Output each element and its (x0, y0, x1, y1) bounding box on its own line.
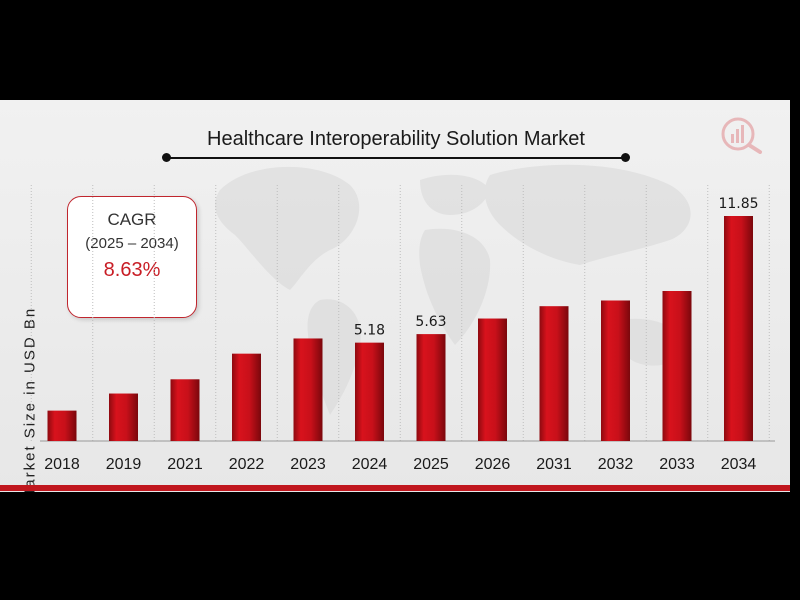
x-tick-labels: 2018 2019 2021 2022 2023 2024 2025 2026 2031 2032… (44, 456, 756, 473)
bar-2025 (416, 334, 446, 441)
data-label-2024: 5.18 (354, 323, 385, 339)
bar-2024 (355, 342, 384, 441)
bar-2019 (109, 393, 138, 441)
bar-2023 (293, 338, 323, 441)
title-line-right-dot (621, 153, 630, 162)
x-tick-2023: 2023 (290, 456, 326, 473)
bar-2033 (662, 291, 692, 441)
cagr-value: 8.63% (103, 259, 161, 281)
x-tick-2033: 2033 (659, 456, 695, 473)
x-tick-2021: 2021 (167, 456, 203, 473)
data-labels: 5.18 5.63 11.85 (354, 196, 759, 339)
bars-group (47, 216, 753, 441)
data-label-2034: 11.85 (718, 196, 758, 212)
cagr-label: CAGR (107, 210, 157, 229)
bar-2021 (170, 379, 200, 441)
bar-2032 (601, 300, 630, 441)
x-tick-2032: 2032 (598, 456, 634, 473)
x-tick-2031: 2031 (536, 456, 572, 473)
cagr-callout: CAGR (2025 – 2034) 8.63% (67, 196, 197, 318)
x-tick-2018: 2018 (44, 456, 80, 473)
bar-2022 (232, 353, 261, 441)
category-gridlines (30, 185, 770, 441)
x-tick-2025: 2025 (413, 456, 449, 473)
mrfr-chart-logo-icon (721, 117, 762, 154)
x-tick-2024: 2024 (352, 456, 388, 473)
bar-2031 (539, 306, 569, 441)
chart-title: Healthcare Interoperability Solution Mar… (207, 128, 585, 150)
x-tick-2022: 2022 (229, 456, 265, 473)
chart-title-block: Healthcare Interoperability Solution Mar… (162, 124, 630, 168)
title-underline (165, 157, 626, 159)
title-line-left-dot (162, 153, 171, 162)
data-label-2025: 5.63 (415, 314, 446, 330)
bottom-accent-bar (0, 485, 790, 491)
cagr-period: (2025 – 2034) (85, 235, 179, 252)
bar-2034 (724, 216, 753, 441)
x-tick-2019: 2019 (106, 456, 142, 473)
x-tick-2026: 2026 (475, 456, 511, 473)
bar-2018 (47, 410, 77, 441)
bar-2026 (478, 318, 507, 441)
x-tick-2034: 2034 (721, 456, 757, 473)
